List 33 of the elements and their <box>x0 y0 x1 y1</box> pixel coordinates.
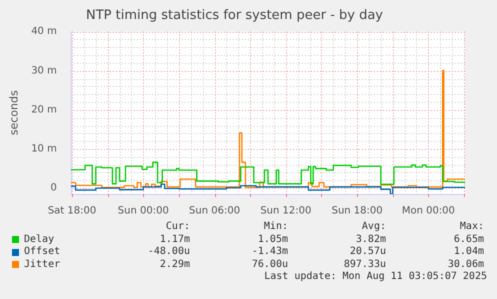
legend-label: Jitter <box>23 258 62 271</box>
y-tick-label: 10 m <box>31 144 57 155</box>
text: 1.17m <box>158 234 190 246</box>
text: 3.82m <box>354 234 386 246</box>
y-tick-label: 0 <box>50 182 57 194</box>
text: 6.65m <box>452 234 484 246</box>
x-tick-label: Sun 00:00 <box>118 206 169 217</box>
legend-label: Offset <box>23 246 62 258</box>
text: Avg: <box>360 221 386 234</box>
y-tick-label: 20 m <box>31 104 57 116</box>
text: 1.04m <box>452 246 484 258</box>
x-tick-label: Mon 00:00 <box>402 206 455 217</box>
chart-title: NTP timing statistics for system peer - by day <box>86 8 384 24</box>
text: Max: <box>458 221 484 234</box>
text: 20.57u <box>348 246 386 258</box>
y-axis-title: seconds <box>7 90 20 136</box>
x-tick-label: Sun 18:00 <box>332 206 383 217</box>
text: 30.06m <box>446 258 484 271</box>
text: 897.33u <box>342 258 386 271</box>
y-tick-label: 30 m <box>31 65 57 76</box>
x-tick-label: Sat 18:00 <box>48 206 96 217</box>
y-tick-label: 40 m <box>31 26 57 38</box>
text: Min: <box>262 221 288 234</box>
text: -1.43m <box>250 246 288 258</box>
x-tick-label: Sun 12:00 <box>260 206 312 217</box>
text: 2.29m <box>158 258 190 271</box>
text: Cur: <box>164 221 190 234</box>
text: 76.00u <box>250 258 288 271</box>
x-tick-label: Sun 06:00 <box>189 206 240 217</box>
text: -48.00u <box>146 246 190 258</box>
legend-label: Delay <box>23 234 56 246</box>
text: Last update: Mon Aug 11 03:05:07 2025 <box>263 271 487 284</box>
text: 1.05m <box>256 234 288 246</box>
